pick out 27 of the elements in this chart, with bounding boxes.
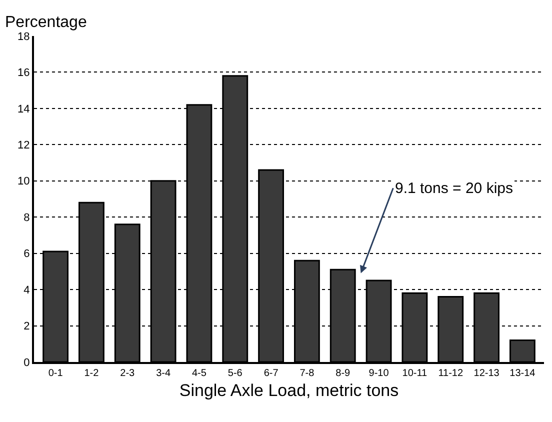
y-tick-label: 4	[24, 284, 30, 296]
y-tick-label: 14	[18, 103, 30, 116]
x-tick-label: 1-2	[84, 368, 100, 379]
y-tick-label: 0	[24, 356, 30, 369]
y-tick-label: 6	[24, 248, 30, 260]
x-tick-label: 0-1	[48, 368, 64, 379]
x-tick-label: 3-4	[156, 368, 171, 379]
y-tick-label: 16	[18, 67, 30, 80]
y-tick-label: 2	[24, 320, 30, 333]
x-tick-label: 13-14	[510, 368, 536, 379]
x-tick-label: 8-9	[336, 368, 351, 379]
y-tick-label: 10	[18, 176, 30, 188]
x-tick-label: 5-6	[228, 368, 243, 379]
y-axis-title: Percentage	[5, 14, 87, 31]
x-tick-label: 9-10	[368, 368, 390, 379]
x-tick-label: 7-8	[300, 368, 315, 379]
y-tick-label: 12	[18, 140, 30, 152]
x-tick-label: 11-12	[438, 368, 464, 379]
x-axis-title: Single Axle Load, metric tons	[179, 380, 399, 400]
x-tick-label: 10-11	[402, 368, 428, 379]
y-tick-label: 8	[24, 212, 30, 224]
x-tick-label: 6-7	[264, 368, 279, 379]
y-tick-label: 18	[18, 30, 30, 43]
x-tick-label: 12-13	[474, 368, 500, 379]
x-tick-label: 2-3	[120, 368, 136, 379]
annotation: 9.1 tons = 20 kips	[395, 180, 513, 197]
x-tick-label: 4-5	[192, 368, 207, 379]
